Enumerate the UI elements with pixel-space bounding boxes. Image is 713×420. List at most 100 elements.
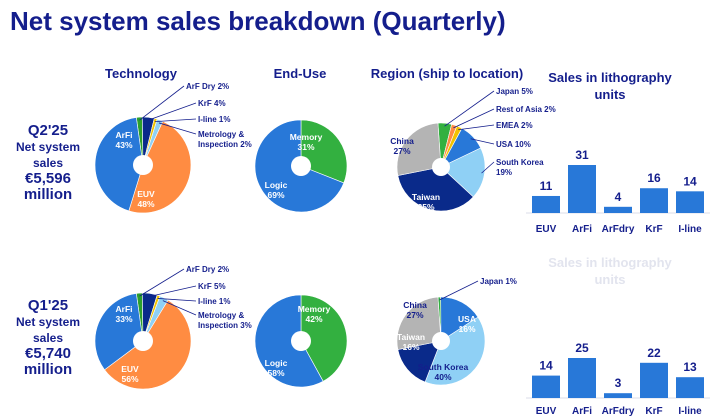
slice-label-rest-of-asia: Rest of Asia 2% [496, 105, 556, 114]
leader-line-metrology-inspection [158, 122, 197, 135]
bar-euv [532, 195, 560, 213]
slice-south-korea [440, 147, 486, 198]
slice-label-taiwan: Taiwan [412, 192, 440, 202]
header-litho-units: Sales in lithography units [540, 69, 680, 103]
slice-value-arfi: 43% [115, 140, 132, 150]
region_q2-slices [396, 122, 486, 212]
category-label-euv: EUV [536, 406, 557, 417]
slice-euv [128, 120, 192, 214]
category-label-arfdry: ArFdry [602, 406, 635, 417]
bar-arfi [568, 165, 596, 213]
slice-label-krf: KrF 5% [198, 282, 226, 291]
leader-line-usa [470, 138, 495, 145]
leader-line-krf [147, 102, 197, 121]
slice-label-arfi: ArFi [116, 304, 133, 314]
slice-label-krf: KrF 4% [198, 99, 226, 108]
leader-line-metrology-inspection [162, 300, 197, 316]
donut-hole [133, 155, 153, 175]
slice-label-south-korea: South Korea [496, 158, 544, 167]
header-region: Region (ship to location) [370, 66, 524, 81]
slice-label-i-line: I-line 1% [198, 297, 230, 306]
bar-value-krf: 16 [647, 171, 661, 185]
leader-line-i-line [157, 298, 197, 302]
category-label-arfi: ArFi [572, 406, 592, 417]
bar-value-i-line: 14 [683, 174, 697, 188]
bar-value-arfdry: 4 [615, 190, 622, 204]
category-label-i-line: I-line [678, 406, 702, 417]
leader-line-south-korea [481, 161, 495, 174]
category-label-krf: KrF [645, 224, 662, 235]
slice-value-logic: 69% [267, 190, 284, 200]
slice-label-memory: Memory [290, 132, 323, 142]
header-litho-line1: Sales in lithography [548, 70, 672, 85]
header-technology: Technology [105, 66, 177, 81]
donut-hole [432, 332, 450, 350]
row-label-q2: Q2'25 Net system sales €5,596 million [0, 123, 96, 203]
slice-logic [254, 294, 324, 388]
slice-label-taiwan: Taiwan [397, 332, 425, 342]
bar-arfi [568, 358, 596, 398]
slice-value-taiwan: 35% [417, 202, 434, 212]
slice-label-arfi: ArFi [116, 130, 133, 140]
bar-value-euv: 11 [540, 179, 553, 193]
slice-value-usa: 16% [458, 324, 475, 334]
slice-label-china: China [403, 300, 427, 310]
net-system-sales-value: €5,740 million [23, 345, 73, 378]
slice-value-euv: 56% [121, 374, 138, 384]
category-label-arfi: ArFi [572, 224, 592, 235]
slice-china [396, 296, 442, 350]
slice-value-memory: 42% [305, 314, 322, 324]
slice-label-euv: EUV [121, 364, 139, 374]
slice-arfi [94, 117, 144, 212]
region_q1-slices [396, 296, 486, 386]
slice-value-logic: 58% [267, 368, 284, 378]
donut-hole [291, 156, 311, 176]
net-system-sales-value: €5,596 million [23, 170, 73, 203]
category-label-i-line: I-line [678, 224, 702, 235]
donut-hole [291, 331, 311, 351]
slice-value-arfi: 33% [115, 314, 132, 324]
quarter-label: Q1'25 [27, 297, 69, 314]
slice-label-usa: USA [458, 314, 476, 324]
bar-value-i-line: 13 [683, 360, 697, 374]
leader-line-krf [149, 285, 197, 297]
slice-label-south-korea: South Korea [418, 362, 469, 372]
donut-hole [432, 158, 450, 176]
slice-usa [440, 296, 479, 342]
slice-label-arf-dry: ArF Dry 2% [186, 82, 229, 91]
slice-value-china: 27% [393, 146, 410, 156]
slice-arfi [94, 293, 144, 371]
leader-line-japan [439, 280, 479, 301]
leader-line-arf-dry [139, 268, 185, 297]
slice-label-metrology-inspection: Metrology & [198, 130, 244, 139]
page-title: Net system sales breakdown (Quarterly) [10, 6, 506, 36]
slice-value-metrology-inspection: Inspection 3% [198, 321, 252, 330]
slice-label-euv: EUV [137, 189, 155, 199]
slice-label-metrology-inspection: Metrology & [198, 311, 244, 320]
bar-value-arfi: 25 [575, 341, 589, 355]
bar-arfdry [604, 393, 632, 398]
slice-label-arf-dry: ArF Dry 2% [186, 265, 229, 274]
bar-value-arfi: 31 [575, 148, 589, 162]
bar-arfdry [604, 206, 632, 213]
bar-i-line [676, 191, 704, 213]
slice-value-euv: 48% [137, 199, 154, 209]
quarter-label: Q2'25 [27, 122, 69, 139]
slice-label-china: China [390, 136, 414, 146]
slice-label-emea: EMEA 2% [496, 121, 533, 130]
bar-krf [640, 188, 668, 213]
slice-label-japan: Japan 1% [480, 277, 517, 286]
slice-memory [300, 119, 348, 184]
tech_q2-slices [94, 116, 192, 214]
faded-header-line2: units [594, 272, 626, 287]
leader-line-japan [444, 90, 495, 127]
slice-label-logic: Logic [265, 358, 288, 368]
slice-label-i-line: I-line 1% [198, 115, 230, 124]
slice-label-logic: Logic [265, 180, 288, 190]
